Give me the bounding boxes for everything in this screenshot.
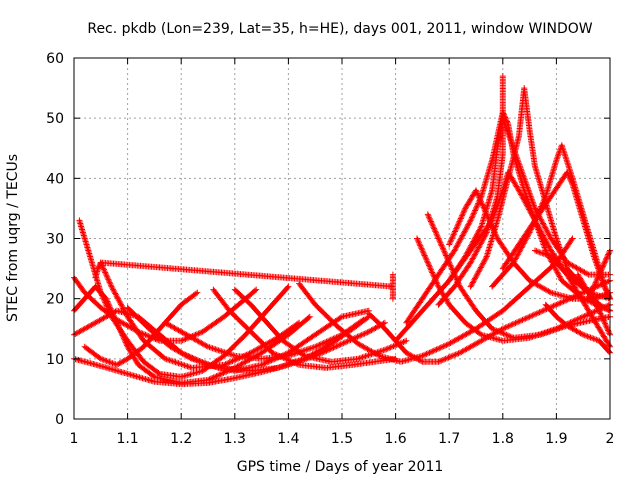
x-tick-label: 1.4 <box>277 431 299 447</box>
x-tick-label: 1.2 <box>170 431 192 447</box>
x-axis-ticks: 1 1.1 1.2 1.3 1.4 1.5 1.6 1.7 1.8 1.9 2 <box>70 58 615 447</box>
series-point-markers <box>296 235 576 365</box>
y-axis-ticks: 0 10 20 30 40 50 60 <box>46 51 610 428</box>
data-series <box>532 247 613 350</box>
data-series <box>585 247 613 302</box>
series-point-markers <box>435 73 506 308</box>
y-tick-label: 50 <box>46 111 64 127</box>
x-tick-label: 1.1 <box>116 431 138 447</box>
series-point-markers <box>424 211 613 341</box>
chart-title: Rec. pkdb (Lon=239, Lat=35, h=HE), days … <box>87 21 592 37</box>
y-tick-label: 40 <box>46 171 64 187</box>
x-tick-label: 1.6 <box>384 431 406 447</box>
data-series <box>446 115 613 284</box>
x-tick-label: 1.9 <box>545 431 567 447</box>
x-tick-label: 1 <box>70 431 79 447</box>
series-point-markers <box>446 115 613 284</box>
y-tick-label: 60 <box>46 51 64 67</box>
x-tick-label: 1.8 <box>492 431 514 447</box>
x-tick-label: 1.5 <box>331 431 353 447</box>
series-point-markers <box>231 286 410 365</box>
series-point-markers <box>542 301 613 356</box>
data-series <box>81 289 201 368</box>
data-series <box>467 85 613 314</box>
y-tick-label: 20 <box>46 292 64 308</box>
data-points <box>71 73 613 388</box>
series-point-markers <box>585 247 613 302</box>
series-point-markers <box>532 247 613 350</box>
x-axis-label: GPS time / Days of year 2011 <box>237 459 444 475</box>
y-axis-label: STEC from uqrg / TECUs <box>5 154 21 322</box>
y-tick-label: 10 <box>46 352 64 368</box>
data-series <box>92 259 396 302</box>
series-point-markers <box>467 85 613 314</box>
data-series <box>296 235 576 365</box>
x-tick-label: 1.3 <box>224 431 246 447</box>
data-series <box>231 286 410 365</box>
y-tick-label: 0 <box>55 412 64 428</box>
y-tick-label: 30 <box>46 232 64 248</box>
data-series <box>435 73 506 308</box>
data-series <box>542 301 613 356</box>
series-point-markers <box>92 259 396 302</box>
series-point-markers <box>210 286 399 371</box>
series-point-markers <box>81 289 201 368</box>
x-tick-label: 1.7 <box>438 431 460 447</box>
x-tick-label: 2 <box>606 431 615 447</box>
data-series <box>424 211 613 341</box>
data-series <box>210 286 399 371</box>
